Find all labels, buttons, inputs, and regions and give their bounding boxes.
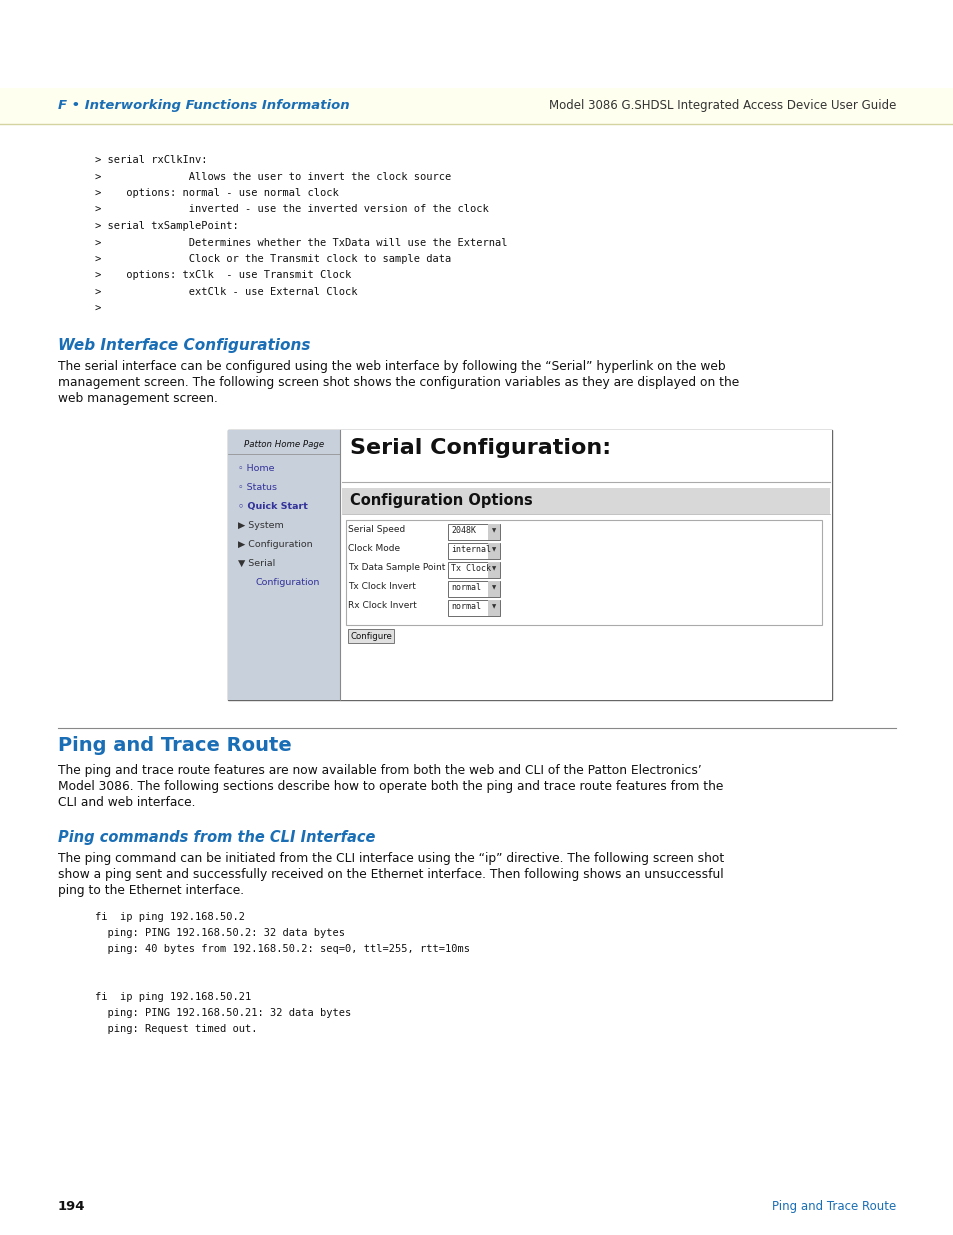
Text: ▼: ▼ [492,547,496,552]
Text: Configuration: Configuration [255,578,320,587]
Text: ▼ Serial: ▼ Serial [237,559,275,568]
Text: Serial Configuration:: Serial Configuration: [350,438,611,458]
Bar [228,430,339,700]
Text: ping: Request timed out.: ping: Request timed out. [95,1024,257,1034]
Bar [448,580,499,597]
Text: Web Interface Configurations: Web Interface Configurations [58,338,310,353]
Text: >              extClk - use External Clock: > extClk - use External Clock [95,287,357,296]
Text: ▼: ▼ [492,585,496,590]
Text: ◦ Status: ◦ Status [237,483,276,492]
Text: >              Allows the user to invert the clock source: > Allows the user to invert the clock so… [95,172,451,182]
Text: normal: normal [451,601,480,611]
Text: Ping commands from the CLI Interface: Ping commands from the CLI Interface [58,830,375,845]
Text: The ping command can be initiated from the CLI interface using the “ip” directiv: The ping command can be initiated from t… [58,852,723,864]
Text: fi  ip ping 192.168.50.21: fi ip ping 192.168.50.21 [95,992,251,1002]
Text: normal: normal [451,583,480,592]
Text: ping: PING 192.168.50.21: 32 data bytes: ping: PING 192.168.50.21: 32 data bytes [95,1008,351,1018]
Bar [488,600,499,616]
Text: >              Determines whether the TxData will use the External: > Determines whether the TxData will use… [95,237,507,247]
Text: Ping and Trace Route: Ping and Trace Route [771,1200,895,1213]
Text: Serial Speed: Serial Speed [348,525,405,534]
Text: ◦ Home: ◦ Home [237,464,274,473]
Text: ▶ System: ▶ System [237,521,283,530]
Text: 194: 194 [58,1200,86,1213]
Text: > serial rxClkInv:: > serial rxClkInv: [95,156,208,165]
Bar [339,430,831,700]
Text: The ping and trace route features are now available from both the web and CLI of: The ping and trace route features are no… [58,764,701,777]
Text: Configuration Options: Configuration Options [350,493,532,508]
Text: ▼: ▼ [492,529,496,534]
Text: Patton Home Page: Patton Home Page [244,440,324,450]
Bar [488,562,499,578]
Text: Clock Mode: Clock Mode [348,543,399,553]
Text: Rx Clock Invert: Rx Clock Invert [348,601,416,610]
Bar [488,580,499,597]
Bar [0,88,953,124]
Bar [341,488,829,514]
Bar [348,629,394,643]
Text: >: > [95,304,101,314]
Bar [448,562,499,578]
Text: ▼: ▼ [492,604,496,609]
Text: ping: PING 192.168.50.2: 32 data bytes: ping: PING 192.168.50.2: 32 data bytes [95,927,345,939]
Text: >    options: txClk  - use Transmit Clock: > options: txClk - use Transmit Clock [95,270,351,280]
Text: internal: internal [451,545,491,555]
Bar [448,543,499,559]
Bar [448,600,499,616]
Text: web management screen.: web management screen. [58,391,217,405]
Text: show a ping sent and successfully received on the Ethernet interface. Then follo: show a ping sent and successfully receiv… [58,868,723,881]
Bar [448,524,499,540]
Text: management screen. The following screen shot shows the configuration variables a: management screen. The following screen … [58,375,739,389]
Text: The serial interface can be configured using the web interface by following the : The serial interface can be configured u… [58,359,725,373]
Text: CLI and web interface.: CLI and web interface. [58,797,195,809]
Bar [346,520,821,625]
Text: >              inverted - use the inverted version of the clock: > inverted - use the inverted version of… [95,205,488,215]
Text: >    options: normal - use normal clock: > options: normal - use normal clock [95,188,338,198]
Text: >              Clock or the Transmit clock to sample data: > Clock or the Transmit clock to sample … [95,254,451,264]
Text: Tx Clock: Tx Clock [451,564,491,573]
Text: fi  ip ping 192.168.50.2: fi ip ping 192.168.50.2 [95,911,245,923]
Text: ▶ Configuration: ▶ Configuration [237,540,313,550]
Text: Model 3086. The following sections describe how to operate both the ping and tra: Model 3086. The following sections descr… [58,781,722,793]
Text: ping to the Ethernet interface.: ping to the Ethernet interface. [58,884,244,897]
Bar [228,430,831,700]
Text: Tx Data Sample Point: Tx Data Sample Point [348,563,445,572]
Text: ▼: ▼ [492,566,496,571]
Text: Model 3086 G.SHDSL Integrated Access Device User Guide: Model 3086 G.SHDSL Integrated Access Dev… [548,100,895,112]
Bar [488,543,499,559]
Text: F • Interworking Functions Information: F • Interworking Functions Information [58,100,349,112]
Text: ping: 40 bytes from 192.168.50.2: seq=0, ttl=255, rtt=10ms: ping: 40 bytes from 192.168.50.2: seq=0,… [95,944,470,953]
Text: Ping and Trace Route: Ping and Trace Route [58,736,292,755]
Text: Configure: Configure [350,632,392,641]
Text: ◦ Quick Start: ◦ Quick Start [237,501,308,511]
Text: 2048K: 2048K [451,526,476,535]
Bar [488,524,499,540]
Text: > serial txSamplePoint:: > serial txSamplePoint: [95,221,238,231]
Text: Tx Clock Invert: Tx Clock Invert [348,582,416,592]
